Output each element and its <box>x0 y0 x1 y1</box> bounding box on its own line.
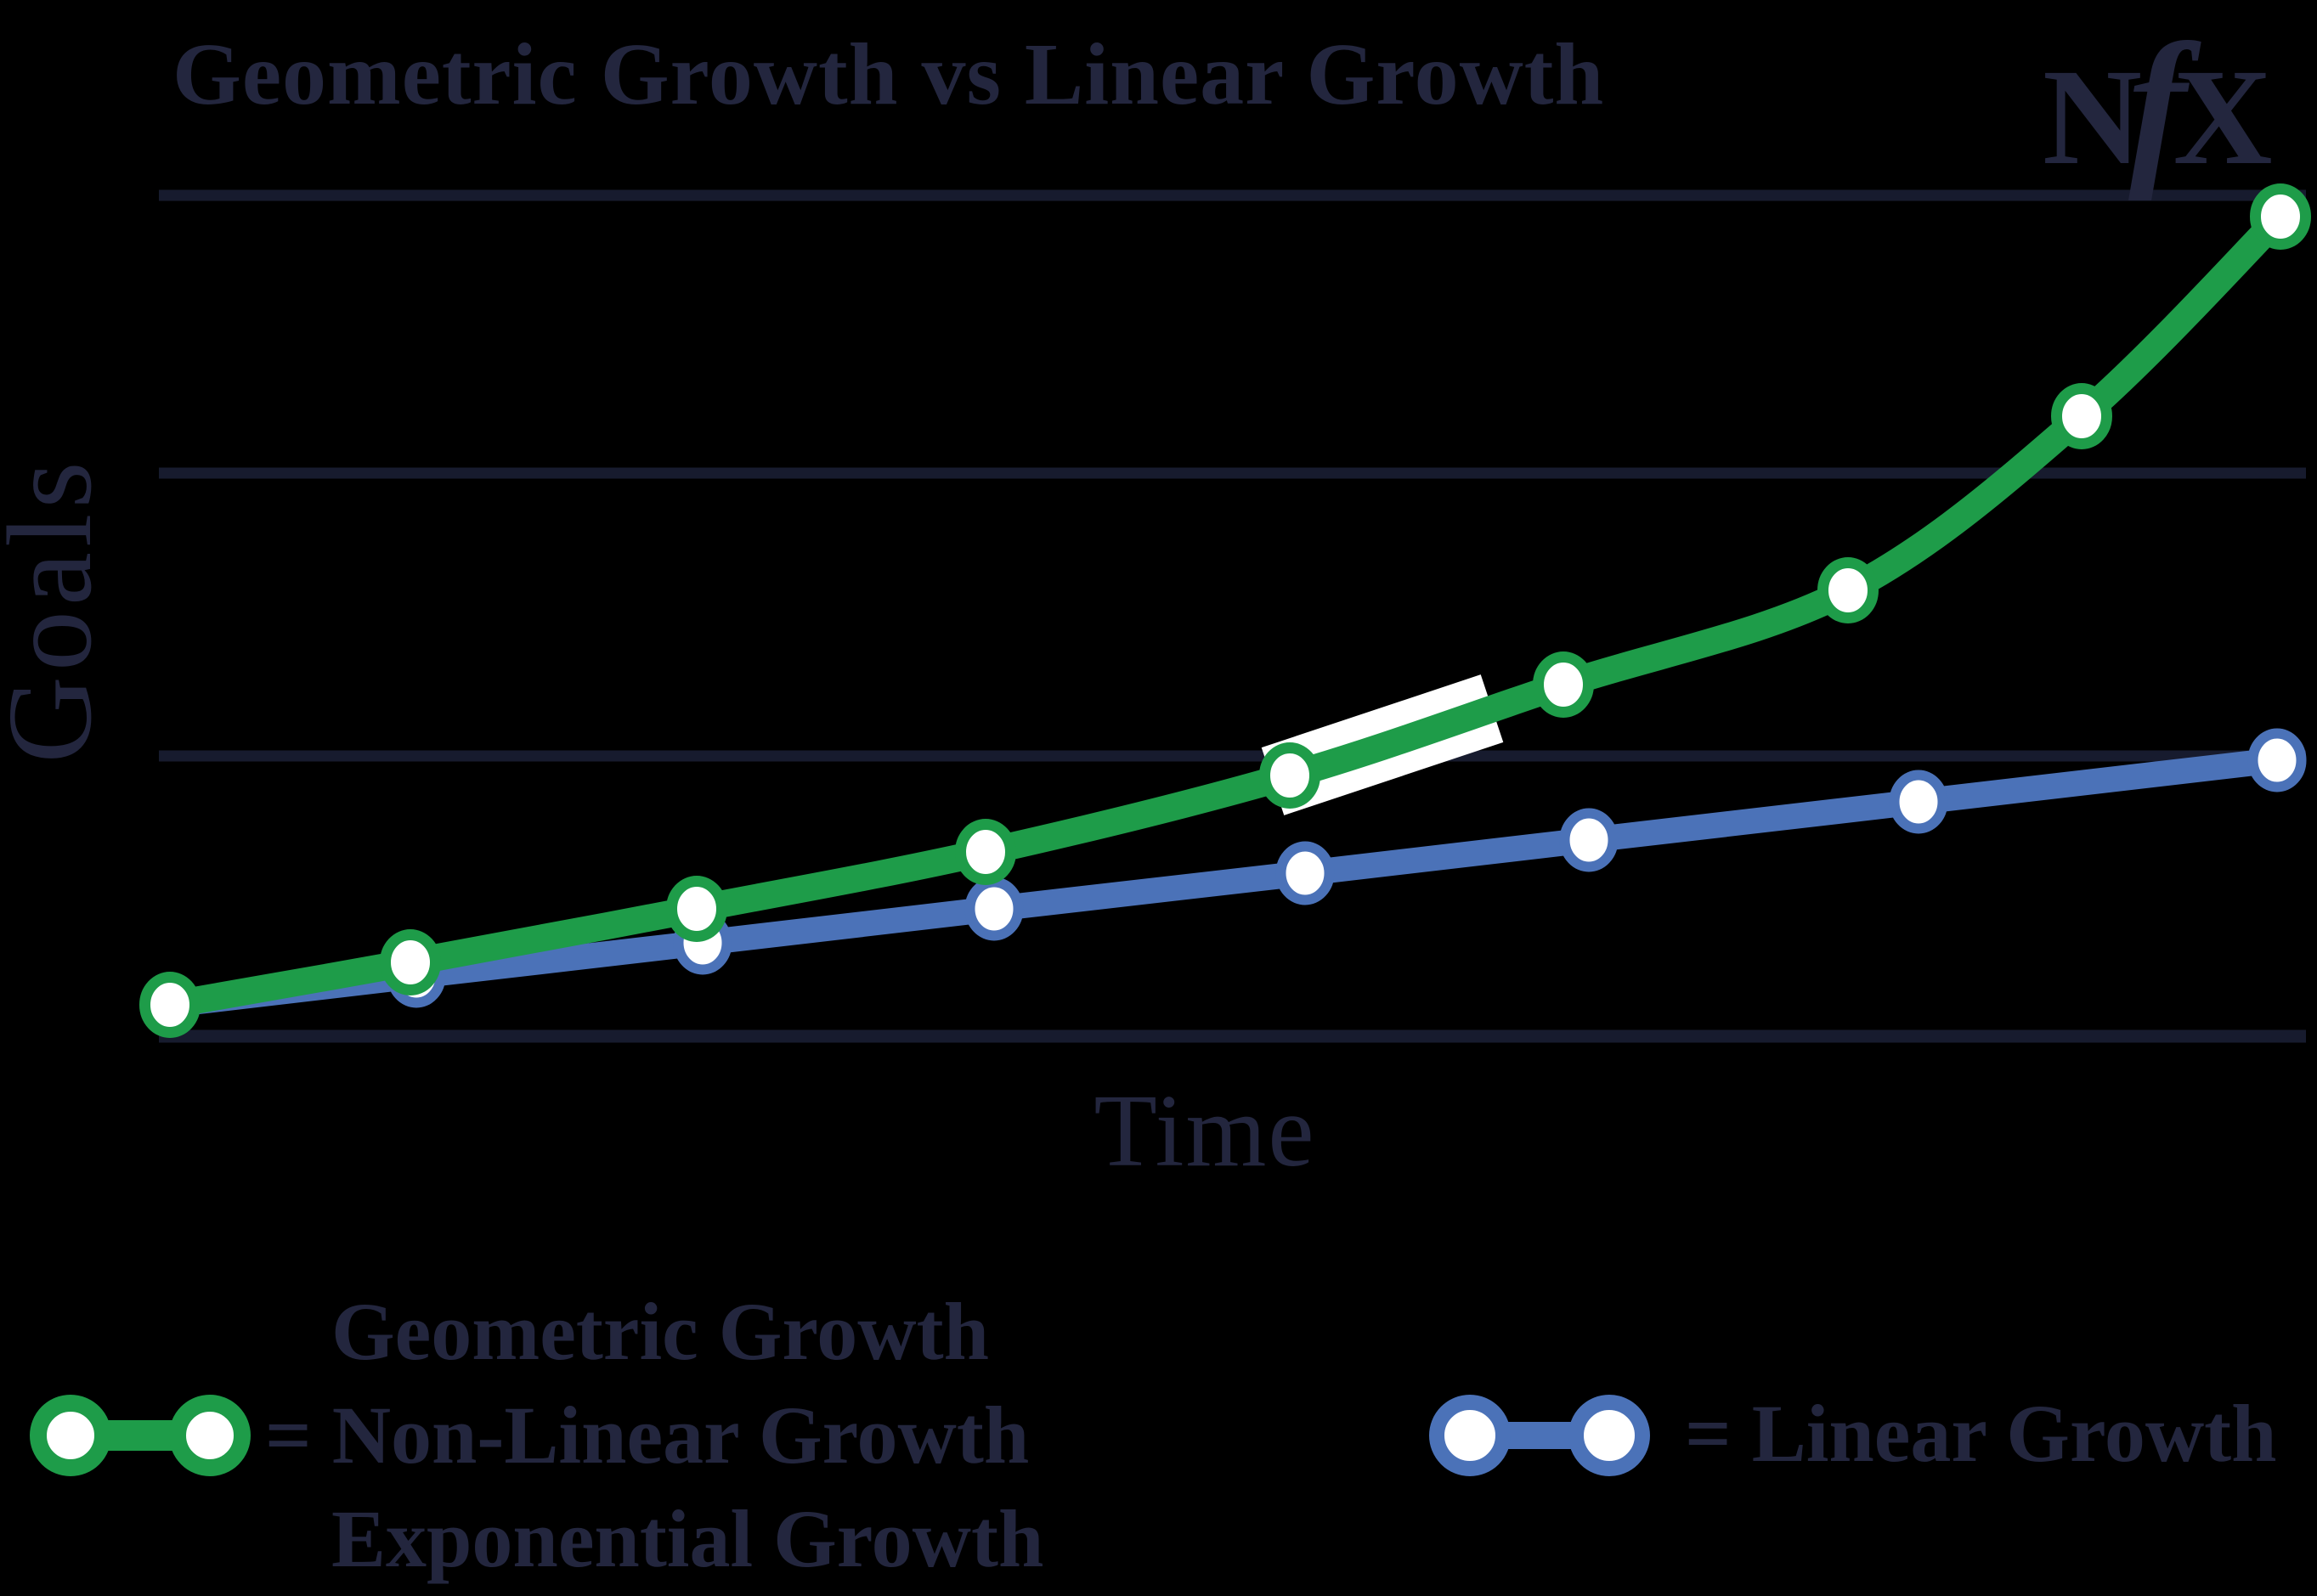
data-point-marker-green <box>2051 383 2112 449</box>
legend-geometric-line-2: = Non-Linear Growth <box>265 1390 1030 1480</box>
data-point-marker-green <box>1817 557 1879 623</box>
data-point-marker-green <box>955 819 1016 885</box>
y-axis-label: Goals <box>0 456 116 764</box>
chart-title: Geometric Growth vs Linear Growth <box>172 25 1605 123</box>
legend-geometric-line-3: Exponential Growth <box>331 1493 1044 1584</box>
data-point-marker-blue <box>1559 808 1619 872</box>
data-point-marker-blue <box>1889 770 1948 834</box>
data-point-marker-green <box>380 929 441 995</box>
legend-linear-series-icon <box>1429 1395 1650 1476</box>
logo-letter-f: f <box>2128 7 2187 201</box>
legend-green-dot-icon <box>169 1395 251 1476</box>
data-point-marker-green <box>1533 651 1594 718</box>
legend-geometric-line-1: Geometric Growth <box>331 1286 989 1377</box>
data-point-marker-green <box>1259 742 1320 809</box>
data-point-marker-green <box>139 972 201 1038</box>
logo-letter-x: X <box>2173 42 2273 194</box>
data-point-marker-blue <box>1275 841 1335 905</box>
logo-letter-n: N <box>2043 42 2142 194</box>
legend-linear-label: = Linear Growth <box>1685 1388 2277 1479</box>
legend-blue-dot-icon <box>1429 1395 1511 1476</box>
series-line-blue <box>157 747 2290 1018</box>
x-axis-label: Time <box>1094 1074 1316 1188</box>
legend-geometric-series-icon <box>30 1395 251 1476</box>
legend-blue-dot-icon <box>1568 1395 1650 1476</box>
legend-green-dot-icon <box>30 1395 111 1476</box>
data-point-marker-green <box>666 876 727 942</box>
legend-geometric: Geometric Growth = Non-Linear Growth Exp… <box>265 1280 1044 1591</box>
data-point-marker-blue <box>964 877 1024 941</box>
data-point-marker-green <box>2250 183 2311 250</box>
data-point-marker-blue <box>2247 728 2307 792</box>
